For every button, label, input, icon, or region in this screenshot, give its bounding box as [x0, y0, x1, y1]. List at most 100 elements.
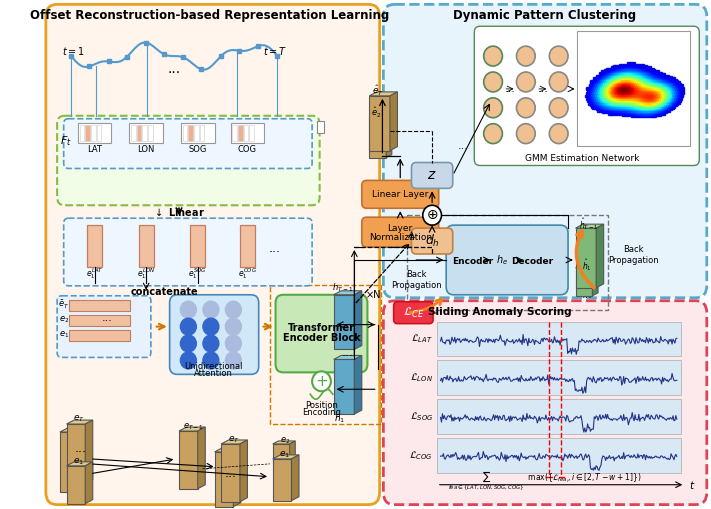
Circle shape — [203, 301, 219, 318]
Circle shape — [181, 352, 196, 369]
Text: +: + — [315, 374, 328, 389]
FancyBboxPatch shape — [57, 116, 320, 205]
Text: GMM Estimation Network: GMM Estimation Network — [525, 154, 639, 163]
Polygon shape — [273, 455, 299, 459]
Text: $\mathcal{L}_{LAT}$: $\mathcal{L}_{LAT}$ — [411, 333, 433, 346]
Circle shape — [483, 98, 503, 118]
Polygon shape — [354, 355, 362, 414]
Polygon shape — [85, 462, 92, 503]
Bar — [230, 123, 264, 143]
Text: $e_T$: $e_T$ — [228, 435, 240, 445]
Bar — [69, 315, 130, 326]
Text: Encoding: Encoding — [302, 408, 341, 417]
Polygon shape — [333, 355, 362, 359]
Polygon shape — [67, 462, 92, 466]
Text: $t=T$: $t=T$ — [263, 45, 288, 57]
Text: $F_t$: $F_t$ — [60, 134, 71, 148]
Polygon shape — [240, 440, 247, 502]
Text: Layer: Layer — [387, 223, 413, 233]
Text: concatenate: concatenate — [131, 287, 199, 297]
FancyBboxPatch shape — [474, 26, 700, 165]
Text: $e_2$: $e_2$ — [58, 315, 69, 325]
FancyBboxPatch shape — [383, 5, 707, 298]
Polygon shape — [85, 420, 92, 484]
Text: Decoder: Decoder — [511, 258, 553, 266]
FancyBboxPatch shape — [170, 295, 259, 374]
Text: LAT: LAT — [87, 145, 102, 154]
Polygon shape — [597, 224, 604, 288]
Text: ...: ... — [538, 84, 548, 94]
Text: Linear Layer: Linear Layer — [372, 190, 429, 199]
Polygon shape — [333, 291, 362, 295]
FancyBboxPatch shape — [64, 218, 312, 286]
Polygon shape — [179, 427, 205, 431]
FancyBboxPatch shape — [412, 228, 453, 254]
Text: $h_1$: $h_1$ — [333, 413, 345, 426]
Bar — [69, 300, 130, 310]
Text: $\mathcal{L}_{COG}$: $\mathcal{L}_{COG}$ — [409, 449, 433, 462]
Bar — [270, 285, 380, 424]
Circle shape — [516, 124, 535, 144]
Circle shape — [225, 301, 241, 318]
Text: Unidirectional: Unidirectional — [184, 362, 243, 371]
Circle shape — [483, 124, 503, 144]
Circle shape — [550, 98, 568, 118]
Bar — [129, 123, 163, 143]
FancyBboxPatch shape — [64, 119, 312, 168]
Bar — [179, 431, 198, 489]
FancyBboxPatch shape — [362, 217, 439, 247]
Bar — [85, 125, 90, 140]
Text: Transformer: Transformer — [288, 323, 355, 332]
Bar — [317, 121, 324, 133]
Text: $e_1$: $e_1$ — [279, 449, 291, 460]
Bar — [238, 125, 242, 140]
Text: ...: ... — [75, 442, 87, 456]
FancyBboxPatch shape — [57, 296, 151, 357]
Text: $t=1$: $t=1$ — [62, 45, 85, 57]
FancyBboxPatch shape — [276, 295, 368, 373]
Text: Position: Position — [305, 401, 338, 410]
Circle shape — [516, 98, 535, 118]
Bar — [69, 330, 130, 341]
Text: $h_{T-1}$: $h_{T-1}$ — [331, 281, 353, 294]
Polygon shape — [221, 440, 247, 444]
Text: COG: COG — [238, 145, 257, 154]
Text: ×N: ×N — [365, 290, 381, 300]
Bar — [437, 360, 680, 395]
Polygon shape — [575, 224, 604, 228]
Text: $\mathcal{L}_{SOG}$: $\mathcal{L}_{SOG}$ — [410, 410, 433, 423]
FancyBboxPatch shape — [412, 162, 453, 188]
Polygon shape — [289, 441, 295, 464]
Polygon shape — [592, 265, 598, 296]
Text: Encoder Block: Encoder Block — [282, 332, 360, 343]
FancyBboxPatch shape — [394, 302, 433, 324]
Text: ...: ... — [582, 290, 592, 300]
Text: Attention: Attention — [194, 369, 233, 378]
Text: Back
Propagation: Back Propagation — [609, 245, 659, 265]
Bar — [188, 125, 193, 140]
Text: $\oplus$: $\oplus$ — [426, 208, 438, 222]
Circle shape — [225, 335, 241, 352]
Text: $\hat{h}_1$: $\hat{h}_1$ — [582, 257, 592, 273]
Circle shape — [550, 124, 568, 144]
Polygon shape — [292, 455, 299, 501]
Circle shape — [550, 72, 568, 92]
Text: $e_1$: $e_1$ — [58, 329, 69, 340]
Text: $e_2$: $e_2$ — [280, 436, 290, 446]
Text: $e_1^{LAT}$: $e_1^{LAT}$ — [86, 266, 103, 281]
Circle shape — [312, 372, 331, 391]
Polygon shape — [354, 291, 362, 350]
Text: $\hat{e}_T$: $\hat{e}_T$ — [372, 84, 384, 98]
Text: $\hat{e}_2$: $\hat{e}_2$ — [370, 106, 381, 120]
Text: $e_1^{COG}$: $e_1^{COG}$ — [238, 266, 257, 281]
Circle shape — [203, 318, 219, 335]
Bar — [132, 125, 136, 140]
Text: $\mathcal{L}_{LON}$: $\mathcal{L}_{LON}$ — [410, 372, 433, 384]
Polygon shape — [233, 448, 241, 506]
Text: Back
Propagation: Back Propagation — [391, 270, 442, 290]
Text: $\mathcal{L}_{CE}$: $\mathcal{L}_{CE}$ — [402, 305, 424, 320]
Polygon shape — [369, 92, 397, 96]
Text: $e_T$: $e_T$ — [73, 414, 85, 425]
Bar — [181, 123, 215, 143]
Bar — [139, 225, 154, 267]
